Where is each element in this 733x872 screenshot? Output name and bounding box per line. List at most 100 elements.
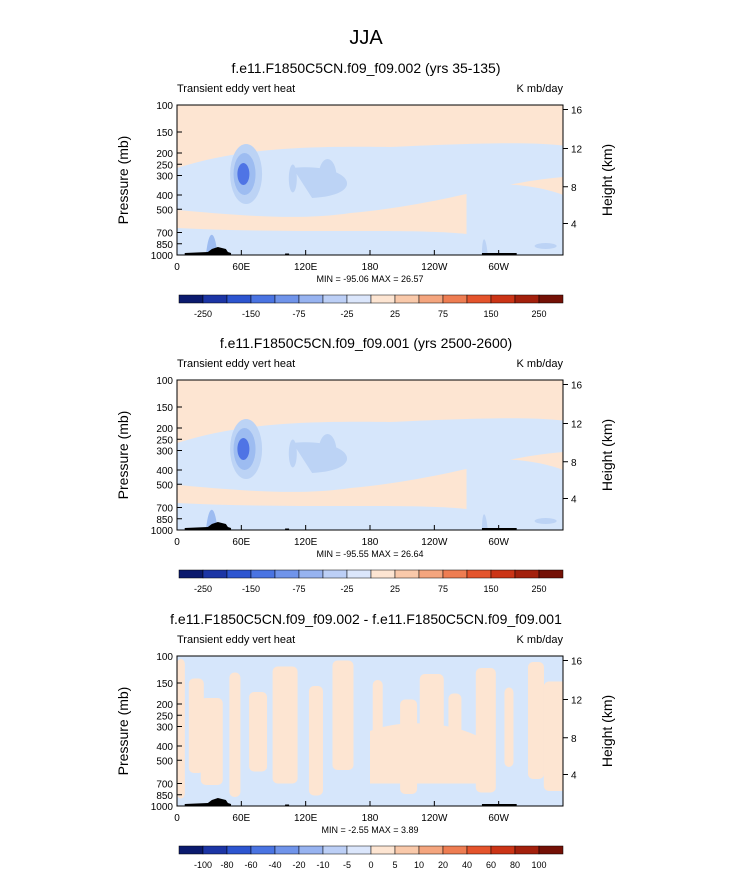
colorbar-swatch <box>490 845 516 855</box>
colorbar-label: -75 <box>292 584 305 594</box>
colorbar-label: 250 <box>531 584 546 594</box>
contour-field <box>177 656 563 806</box>
positive-streak <box>229 672 241 797</box>
x-tick-label: 0 <box>174 537 180 548</box>
x-tick-label: 60W <box>488 262 509 273</box>
colorbar-label: 60 <box>486 860 496 870</box>
colorbar-swatch <box>466 845 492 855</box>
colorbar-label: -60 <box>244 860 257 870</box>
colorbar-swatch <box>466 294 492 304</box>
colorbar-swatch <box>202 845 228 855</box>
contour-field <box>177 380 563 530</box>
land-mass <box>285 804 290 806</box>
x-tick-label: 120E <box>294 813 318 824</box>
y-right-tick-label: 8 <box>571 183 577 194</box>
colorbar-swatch <box>298 569 324 579</box>
positive-streak <box>272 666 298 784</box>
colorbar-swatch <box>538 845 564 855</box>
colorbar: -250 -150 -75 -25 25 75 150 250 <box>178 569 564 594</box>
y-tick-label: 500 <box>156 480 173 491</box>
positive-streak <box>200 698 223 785</box>
colorbar-label: -40 <box>268 860 281 870</box>
colorbar-swatch <box>538 569 564 579</box>
y-right-tick-label: 12 <box>571 145 583 156</box>
colorbar-label: 20 <box>438 860 448 870</box>
y-tick-label: 1000 <box>151 251 174 262</box>
colorbar-swatch <box>442 569 468 579</box>
colorbar-swatch <box>178 569 204 579</box>
x-tick-label: 120W <box>421 813 448 824</box>
positive-streak <box>504 687 514 767</box>
positive-streak <box>177 659 185 799</box>
land-mass <box>481 528 517 530</box>
colorbar-swatch <box>178 294 204 304</box>
colorbar-swatch <box>202 569 228 579</box>
y-tick-label: 1000 <box>151 802 174 813</box>
land-mass <box>184 522 232 530</box>
positive-streak <box>543 681 563 791</box>
colorbar-swatch <box>418 569 444 579</box>
colorbar-swatch <box>538 294 564 304</box>
positive-streak <box>249 692 268 772</box>
y-right-axis-label: Height (km) <box>599 144 615 216</box>
jet-core-inner <box>237 438 250 460</box>
negative-contour <box>481 239 488 255</box>
negative-contour <box>318 434 337 470</box>
colorbar-swatch <box>394 569 420 579</box>
panel-right-label: K mb/day <box>517 83 564 95</box>
y-tick-label: 400 <box>156 466 173 477</box>
colorbar-swatch <box>178 845 204 855</box>
colorbar-swatch <box>394 845 420 855</box>
colorbar: -100 -80 -60 -40 -20 -10 -5 0 5 10 20 40 60 80 100 <box>178 845 564 870</box>
colorbar-label: 0 <box>368 860 373 870</box>
land-mass <box>481 804 517 806</box>
y-tick-label: 100 <box>156 101 173 112</box>
negative-band-west <box>466 459 563 530</box>
panel-title: f.e11.F1850C5CN.f09_f09.002 - f.e11.F185… <box>170 611 562 627</box>
y-tick-label: 200 <box>156 149 173 160</box>
colorbar-label: -80 <box>220 860 233 870</box>
y-right-tick-label: 4 <box>571 771 577 782</box>
colorbar-label: 150 <box>483 584 498 594</box>
negative-contour <box>288 164 297 193</box>
positive-streak <box>308 686 323 796</box>
colorbar-label: 5 <box>392 860 397 870</box>
land-mass <box>285 528 290 530</box>
colorbar-swatch <box>514 569 540 579</box>
panel-title: f.e11.F1850C5CN.f09_f09.001 (yrs 2500-26… <box>220 335 512 351</box>
positive-streak <box>188 678 204 773</box>
colorbar-swatch <box>514 845 540 855</box>
y-tick-label: 500 <box>156 756 173 767</box>
negative-band-lower <box>177 503 467 530</box>
positive-streak <box>527 662 544 779</box>
positive-streak <box>332 660 354 770</box>
y-tick-label: 250 <box>156 160 173 171</box>
colorbar-label: 40 <box>462 860 472 870</box>
y-tick-label: 400 <box>156 191 173 202</box>
y-tick-label: 850 <box>156 240 173 251</box>
y-tick-label: 200 <box>156 424 173 435</box>
x-tick-label: 180 <box>362 262 379 273</box>
colorbar-swatch <box>370 569 396 579</box>
x-tick-label: 60E <box>232 813 250 824</box>
colorbar-swatch <box>202 294 228 304</box>
y-tick-label: 500 <box>156 205 173 216</box>
topography <box>184 247 517 255</box>
colorbar-swatch <box>250 294 276 304</box>
colorbar-label: 25 <box>390 584 400 594</box>
x-tick-label: 60W <box>488 813 509 824</box>
y-tick-label: 200 <box>156 700 173 711</box>
colorbar-swatch <box>226 569 252 579</box>
colorbar-swatch <box>226 294 252 304</box>
y-tick-label: 300 <box>156 723 173 734</box>
x-tick-label: 180 <box>362 813 379 824</box>
y-tick-label: 1000 <box>151 526 174 537</box>
topography <box>184 522 517 530</box>
min-max-stats: MIN = -95.55 MAX = 26.64 <box>316 549 423 559</box>
y-tick-label: 250 <box>156 711 173 722</box>
negative-band <box>177 143 563 217</box>
colorbar-label: 25 <box>390 309 400 319</box>
colorbar-swatch <box>250 845 276 855</box>
chart-panel: f.e11.F1850C5CN.f09_f09.002 (yrs 35-135)… <box>115 60 615 319</box>
colorbar-swatch <box>322 845 348 855</box>
